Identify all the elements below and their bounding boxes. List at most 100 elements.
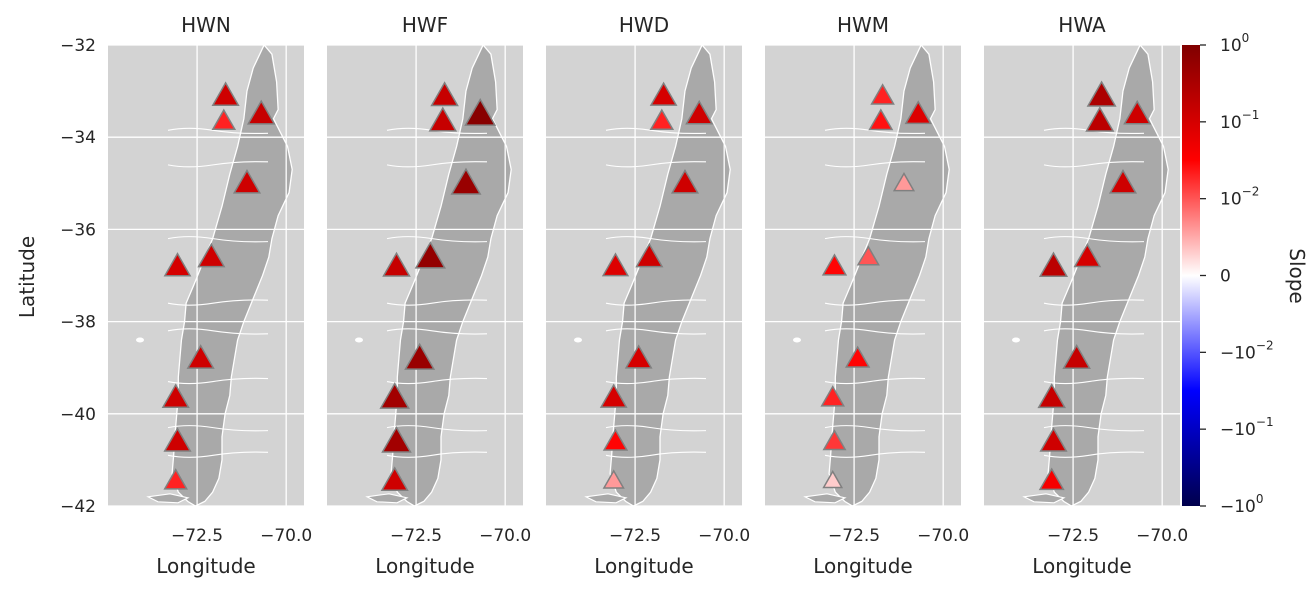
region-border bbox=[605, 299, 707, 306]
x-tick-label: −72.5 bbox=[171, 526, 223, 546]
colorbar-tick-label: −100 bbox=[1220, 492, 1264, 517]
x-tick-label: −72.5 bbox=[828, 526, 880, 546]
station-marker bbox=[211, 81, 240, 107]
region-border bbox=[1043, 161, 1145, 168]
colorbar-tick-exponent: 0 bbox=[1256, 492, 1264, 506]
station-marker bbox=[821, 253, 848, 276]
region-border bbox=[1043, 299, 1145, 306]
station-marker bbox=[868, 108, 894, 131]
station-marker bbox=[1086, 80, 1117, 107]
region-border bbox=[167, 377, 269, 385]
station-marker bbox=[382, 251, 411, 277]
station-marker bbox=[649, 81, 678, 106]
panels: HWN−72.5 −70.0Longitude−32−34−36−38−40−42… bbox=[60, 13, 1188, 578]
panel-title: HWA bbox=[1058, 13, 1106, 37]
region-border bbox=[824, 127, 926, 135]
colorbar-tick-label: 10−1 bbox=[1220, 108, 1259, 133]
x-tick-label: −72.5 bbox=[1047, 526, 1099, 546]
region-border bbox=[167, 451, 269, 458]
y-tick-label: −42 bbox=[60, 497, 96, 517]
island-mocha bbox=[355, 337, 363, 343]
colorbar-tick-exponent: −1 bbox=[1242, 108, 1260, 122]
y-axis-label: Latitude bbox=[15, 236, 39, 318]
colorbar-tick-exponent: 0 bbox=[1242, 31, 1250, 45]
colorbar-tick-exponent: −2 bbox=[1242, 185, 1260, 199]
station-marker bbox=[246, 99, 276, 125]
station-marker bbox=[1062, 343, 1091, 369]
region-border bbox=[605, 236, 707, 243]
panel-title: HWN bbox=[181, 13, 231, 37]
colorbar-tick-exponent: −1 bbox=[1256, 415, 1274, 429]
station-marker bbox=[822, 429, 847, 451]
x-axis-label: Longitude bbox=[1032, 554, 1131, 578]
panel-title: HWD bbox=[619, 13, 669, 37]
island-chiloe-north bbox=[365, 493, 409, 504]
station-marker bbox=[870, 83, 895, 105]
y-tick-label: −32 bbox=[60, 36, 96, 56]
station-marker bbox=[856, 245, 880, 266]
x-axis-label: Longitude bbox=[813, 554, 912, 578]
station-marker bbox=[381, 425, 412, 453]
y-tick-label: −38 bbox=[60, 313, 96, 333]
station-marker bbox=[1039, 427, 1068, 452]
x-tick-label: −72.5 bbox=[390, 526, 442, 546]
station-marker bbox=[464, 97, 497, 126]
y-tick-label: −36 bbox=[60, 220, 96, 240]
station-marker bbox=[892, 171, 916, 192]
region-border bbox=[386, 299, 488, 306]
x-axis-label: Longitude bbox=[156, 554, 255, 578]
station-marker bbox=[602, 469, 625, 489]
island-mocha bbox=[136, 337, 144, 343]
region-border bbox=[167, 127, 269, 135]
region-border bbox=[605, 161, 707, 168]
x-axis-label: Longitude bbox=[375, 554, 474, 578]
region-border bbox=[1043, 328, 1145, 335]
station-marker bbox=[379, 382, 410, 409]
region-border bbox=[824, 451, 926, 458]
colorbar-tick-label: 0 bbox=[1220, 267, 1231, 287]
region-border bbox=[167, 236, 269, 243]
region-border bbox=[1043, 451, 1145, 458]
station-marker bbox=[211, 108, 237, 131]
station-marker bbox=[670, 169, 700, 194]
x-tick-label: −70.0 bbox=[1136, 526, 1188, 546]
station-marker bbox=[428, 106, 458, 132]
region-border bbox=[824, 161, 926, 168]
panel-title: HWM bbox=[837, 13, 889, 37]
region-border bbox=[605, 127, 707, 135]
station-marker bbox=[1123, 99, 1152, 125]
station-marker bbox=[1037, 383, 1067, 409]
island-mocha bbox=[574, 337, 582, 343]
colorbar-label: Slope bbox=[1285, 248, 1309, 304]
station-marker bbox=[163, 252, 192, 277]
region-border bbox=[386, 377, 488, 385]
colorbar-tick-label: 100 bbox=[1220, 31, 1249, 56]
island-chiloe-north bbox=[584, 493, 628, 504]
region-border bbox=[605, 425, 707, 432]
station-marker bbox=[685, 99, 714, 125]
station-marker bbox=[1038, 467, 1065, 491]
region-border bbox=[824, 236, 926, 243]
station-marker bbox=[430, 81, 459, 107]
station-marker bbox=[414, 241, 447, 269]
x-axis-label: Longitude bbox=[594, 554, 693, 578]
station-marker bbox=[1073, 242, 1102, 268]
region-border bbox=[167, 161, 269, 168]
region-border bbox=[167, 328, 269, 335]
colorbar-tick-exponent: −2 bbox=[1256, 338, 1274, 352]
island-chiloe-north bbox=[803, 493, 847, 504]
station-marker bbox=[1108, 169, 1138, 194]
station-marker bbox=[163, 468, 188, 490]
station-marker bbox=[599, 383, 628, 408]
station-marker bbox=[601, 252, 630, 277]
island-chiloe-north bbox=[146, 493, 190, 504]
colorbar-tick-label: −10−2 bbox=[1220, 338, 1274, 363]
